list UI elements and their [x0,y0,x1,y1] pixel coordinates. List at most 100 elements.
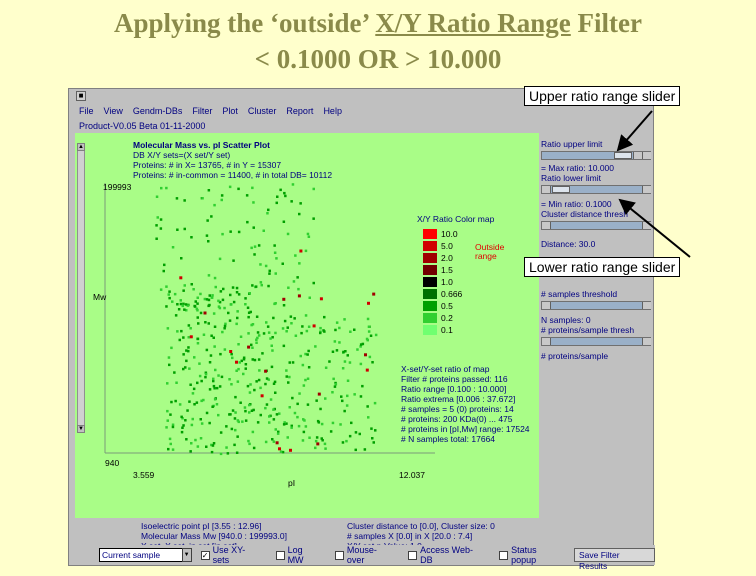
outside-range-point [317,392,321,396]
data-point [218,257,222,261]
proteins-sample-slider[interactable] [541,337,651,346]
slider-left-icon[interactable] [542,302,551,309]
slider-left-icon[interactable] [542,222,551,229]
data-point [277,430,280,434]
data-point [212,442,216,445]
checkbox-checked-icon[interactable]: ✓ [200,550,210,560]
data-point [268,421,271,424]
data-point [230,383,233,386]
data-point [304,425,308,428]
data-point [168,296,171,300]
data-point [166,327,170,330]
legend-value: 10.0 [441,229,458,239]
checkbox-icon[interactable] [334,550,344,560]
data-point [204,321,207,324]
slider-right-icon[interactable] [642,222,651,229]
data-point [341,441,345,444]
lower-slider-thumb[interactable] [552,186,570,193]
outside-range-label: Outside [475,242,505,252]
data-point [255,380,258,383]
data-point [259,263,262,266]
title-suffix: Filter [570,8,642,38]
data-point [184,303,188,306]
slider-right-icon[interactable] [642,152,651,159]
scatter-plot[interactable]: ▲ ▼ Molecular Mass vs. pI Scatter Plot D… [75,133,539,518]
slider-right-icon[interactable] [642,338,651,345]
lower-limit-label: Ratio lower limit [541,173,601,183]
status-popup-checkbox[interactable]: Status popup [499,545,564,565]
scroll-up-icon[interactable]: ▲ [77,143,85,151]
app-icon[interactable]: ■ [76,91,86,101]
data-point [346,394,349,398]
data-point [259,413,262,417]
outside-range-label-2: range [475,251,497,261]
lower-ratio-slider[interactable] [541,185,651,194]
menu-file[interactable]: File [79,106,94,116]
data-point [315,399,318,402]
data-point [234,411,237,414]
data-point [308,436,311,439]
data-point [182,302,185,306]
use-xy-sets-checkbox[interactable]: ✓ Use XY-sets [200,545,262,565]
data-point [244,367,247,370]
menu-plot[interactable]: Plot [222,106,238,116]
data-point [181,304,184,308]
upper-slider-callout: Upper ratio range slider [524,86,681,106]
data-point [223,324,227,328]
checkbox-icon[interactable] [275,550,285,560]
save-filter-results-button[interactable]: Save Filter Results [573,548,655,571]
menu-gendm-dbs[interactable]: Gendm-DBs [132,106,183,116]
data-point [251,430,255,434]
data-point [231,356,234,360]
data-point [193,304,196,308]
menu-report[interactable]: Report [286,106,314,116]
menu-filter[interactable]: Filter [192,106,213,116]
sample-select[interactable]: Current sample ▼ [99,548,192,562]
data-point [167,356,171,359]
plot-vertical-scrollbar[interactable]: ▲ ▼ [77,143,85,433]
access-web-db-checkbox[interactable]: Access Web-DB [408,545,485,565]
outside-range-point [282,297,286,301]
data-point [190,442,193,445]
data-point [213,276,217,280]
data-point [282,423,286,426]
slider-left-icon[interactable] [542,186,551,193]
cluster-distance-text: Cluster distance to [0.0], Cluster size:… [347,521,495,531]
upper-ratio-slider[interactable] [541,151,651,160]
data-point [190,236,193,239]
checkbox-icon[interactable] [499,550,509,560]
data-point [195,401,199,404]
data-point [240,359,243,363]
slider-left-icon[interactable] [633,152,642,159]
slider-left-icon[interactable] [542,338,551,345]
data-point [304,249,308,253]
data-point [275,201,278,205]
data-point [266,212,269,215]
data-point [211,294,214,297]
cluster-distance-slider[interactable] [541,221,651,230]
menu-help[interactable]: Help [323,106,342,116]
plot-info-2: Proteins: # in X= 13765, # in Y = 15307 [133,160,282,170]
data-point [168,363,171,367]
scatter-canvas[interactable] [75,133,539,518]
scroll-down-icon[interactable]: ▼ [77,425,85,433]
slider-right-icon[interactable] [642,302,651,309]
data-point [192,387,196,391]
data-point [338,341,341,344]
data-point [268,269,271,273]
upper-slider-thumb[interactable] [614,152,632,159]
chevron-down-icon[interactable]: ▼ [181,548,192,562]
data-point [234,428,237,432]
data-point [233,417,237,420]
menu-view[interactable]: View [103,106,123,116]
menu-cluster[interactable]: Cluster [247,106,277,116]
data-point [268,415,271,418]
data-point [272,408,275,411]
samples-threshold-slider[interactable] [541,301,651,310]
data-point [259,386,262,390]
checkbox-icon[interactable] [408,550,418,560]
log-mw-checkbox[interactable]: Log MW [275,545,321,565]
slider-right-icon[interactable] [642,186,651,193]
mouse-over-checkbox[interactable]: Mouse-over [334,545,394,565]
data-point [257,334,261,337]
